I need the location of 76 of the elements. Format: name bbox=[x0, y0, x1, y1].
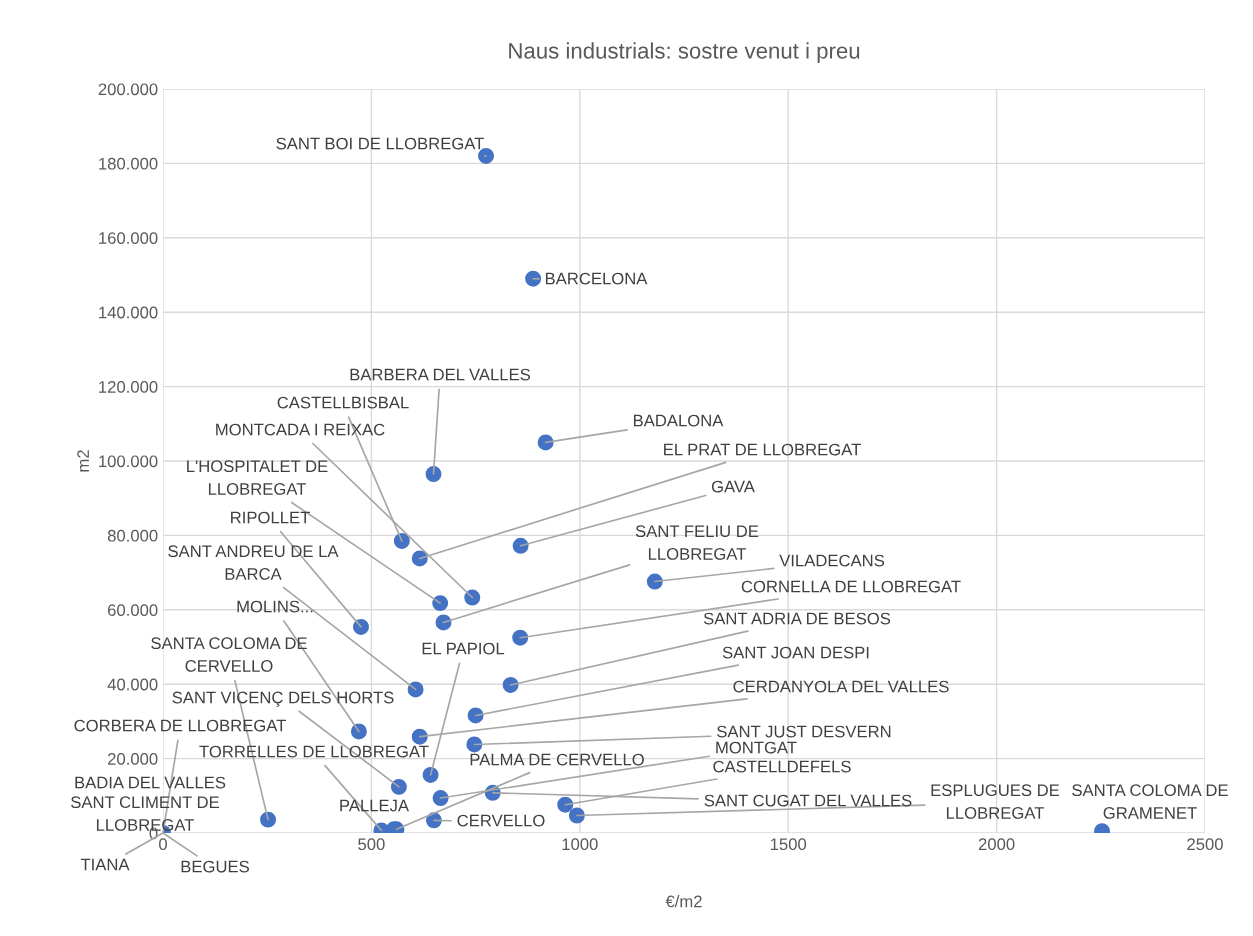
annotation: BARCELONA bbox=[545, 272, 648, 285]
annotation: CERVELLO bbox=[457, 814, 545, 827]
annotation: TORRELLES DE LLOBREGAT bbox=[199, 745, 429, 758]
annotation: BADIA DEL VALLES bbox=[75, 776, 226, 789]
annotation: CORNELLA DE LLOBREGAT bbox=[741, 580, 961, 593]
point bbox=[407, 681, 424, 698]
point bbox=[568, 807, 585, 824]
annotation: MONTCADA I REIXAC bbox=[216, 423, 385, 436]
y-tick-label: 180.000 bbox=[99, 157, 158, 170]
point bbox=[425, 466, 442, 482]
annotation: EL PAPIOL bbox=[422, 642, 505, 655]
annotation: SANT JUST DESVERN bbox=[717, 725, 891, 738]
y-tick-label: 60.000 bbox=[108, 604, 158, 616]
y-tick-label: 200.000 bbox=[98, 83, 158, 96]
point bbox=[537, 434, 554, 451]
annotation: SANT JOAN DESPI bbox=[722, 646, 869, 659]
point bbox=[557, 796, 574, 813]
x-tick-label: 2000 bbox=[978, 838, 1015, 851]
annotation: SANT CUGAT DEL VALLES bbox=[704, 794, 912, 807]
annotation: PALLEJA bbox=[340, 799, 410, 812]
annotation: SANT BOI DE LLOBREGAT bbox=[276, 137, 484, 150]
annotation: ESPLUGUES DE LLOBREGAT bbox=[931, 784, 1060, 819]
annotation: EL PRAT DE LLOBREGAT bbox=[664, 443, 861, 456]
y-axis-title: m2 bbox=[77, 450, 89, 472]
x-tick-label: 1500 bbox=[770, 838, 807, 851]
point bbox=[432, 790, 449, 807]
annotation: MONTGAT bbox=[716, 741, 797, 754]
annotation: CORBERA DE LLOBREGAT bbox=[74, 719, 286, 732]
annotation: BADALONA bbox=[633, 414, 724, 427]
y-tick-label: 120.000 bbox=[99, 381, 158, 393]
point bbox=[435, 614, 452, 631]
y-tick-label: 80.000 bbox=[107, 529, 158, 542]
annotation: RIPOLLET bbox=[231, 511, 310, 524]
y-tick-label: 160.000 bbox=[99, 232, 158, 244]
annotation: GAVA bbox=[711, 480, 755, 493]
annotation: CASTELLBISBAL bbox=[277, 396, 409, 409]
chart-title: Naus industrials: sostre venut i preu bbox=[509, 42, 860, 64]
point bbox=[411, 728, 428, 745]
annotation: PALMA DE CERVELLO bbox=[470, 753, 644, 766]
annotation: L'HOSPITALET DE LLOBREGAT bbox=[187, 460, 328, 495]
point bbox=[646, 573, 663, 590]
annotation: CASTELLDEFELS bbox=[713, 760, 851, 773]
point bbox=[467, 707, 484, 724]
point bbox=[411, 550, 428, 567]
y-tick-label: 100.000 bbox=[99, 455, 158, 468]
y-tick-label: 20.000 bbox=[108, 753, 158, 765]
annotation: BARBERA DEL VALLES bbox=[350, 368, 531, 381]
point bbox=[432, 595, 449, 612]
annotation: CERDANYOLA DEL VALLES bbox=[733, 680, 949, 693]
annotation: MOLINS... bbox=[237, 600, 313, 613]
annotation: SANT FELIU DE LLOBREGAT bbox=[635, 525, 759, 560]
point bbox=[464, 589, 481, 606]
x-tick-label: 500 bbox=[358, 838, 385, 851]
annotation: SANTA COLOMA DE GRAMENET bbox=[1072, 784, 1228, 819]
point bbox=[390, 778, 407, 795]
annotation: SANT ANDREU DE LA BARCA bbox=[168, 545, 339, 580]
x-axis-title: €/m2 bbox=[665, 895, 702, 908]
point bbox=[525, 270, 542, 287]
point bbox=[466, 736, 483, 753]
point bbox=[393, 533, 410, 549]
point bbox=[512, 629, 529, 646]
annotation: SANTA COLOMA DE CERVELLO bbox=[151, 637, 307, 672]
annotation: SANT ADRIA DE BESOS bbox=[703, 612, 891, 625]
annotation: SANT VICENÇ DELS HORTS bbox=[172, 691, 394, 707]
x-tick-label: 0 bbox=[159, 838, 167, 851]
x-tick-label: 2500 bbox=[1187, 838, 1223, 851]
annotation: BEGUES bbox=[181, 860, 249, 873]
point bbox=[422, 766, 439, 783]
y-tick-label: 140.000 bbox=[99, 306, 158, 319]
point bbox=[260, 811, 277, 828]
y-tick-label: 40.000 bbox=[107, 678, 158, 691]
point bbox=[350, 723, 367, 740]
annotation: TIANA bbox=[80, 858, 130, 871]
point bbox=[512, 537, 529, 554]
annotation: VILADECANS bbox=[779, 554, 885, 567]
x-tick-label: 1000 bbox=[562, 838, 598, 851]
